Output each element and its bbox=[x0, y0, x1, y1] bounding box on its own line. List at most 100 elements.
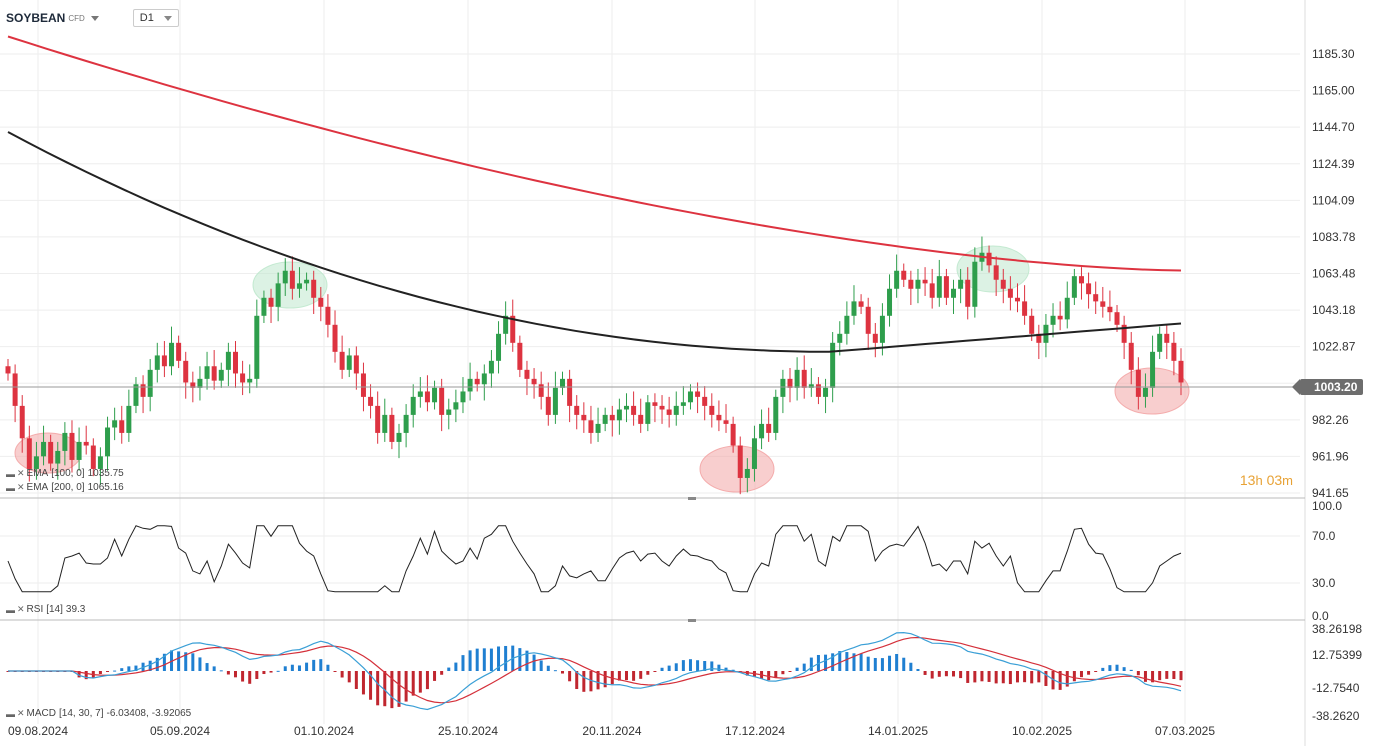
legend-params: [14, 30, 7] bbox=[59, 708, 104, 719]
macd-signal-line bbox=[8, 636, 1182, 704]
candle-body bbox=[730, 423, 736, 446]
candle-body bbox=[851, 301, 857, 316]
legend-macd[interactable]: ▬ ✕ MACD [14, 30, 7] -6.03408, -3.92065 bbox=[6, 708, 191, 719]
candle-body bbox=[76, 441, 82, 460]
candle-body bbox=[823, 387, 829, 397]
panel-resize-handle-2[interactable] bbox=[688, 619, 696, 622]
candle-body bbox=[794, 369, 800, 388]
candle-body bbox=[844, 315, 850, 334]
symbol-selector[interactable]: SOYBEAN CFD bbox=[6, 11, 99, 25]
macd-histogram-bar bbox=[987, 671, 991, 682]
macd-histogram-bar bbox=[134, 665, 138, 671]
candle-body bbox=[190, 382, 196, 388]
candle-body bbox=[254, 315, 260, 379]
macd-histogram-bar bbox=[241, 671, 245, 682]
candle-body bbox=[759, 423, 765, 439]
settings-icon[interactable]: ▬ bbox=[6, 482, 15, 493]
legend-value: 1065.16 bbox=[87, 482, 124, 493]
macd-histogram-bar bbox=[646, 671, 650, 675]
legend-params: [14] bbox=[46, 604, 63, 615]
macd-histogram-bar bbox=[952, 671, 956, 677]
price-tick-label: 1185.30 bbox=[1312, 47, 1355, 61]
timer-hours: 13 bbox=[1239, 472, 1256, 488]
macd-line bbox=[8, 631, 1182, 711]
candle-body bbox=[467, 378, 473, 392]
macd-histogram-bar bbox=[361, 671, 365, 695]
macd-histogram-bar bbox=[106, 671, 110, 672]
macd-histogram-bar bbox=[966, 671, 970, 683]
symbol-type: CFD bbox=[68, 13, 85, 23]
legend-ema100[interactable]: ▬ ✕ EMA [100, 0] 1035.75 bbox=[6, 468, 124, 479]
legend-rsi[interactable]: ▬ ✕ RSI [14] 39.3 bbox=[6, 604, 85, 615]
candle-body bbox=[801, 369, 807, 388]
candle-body bbox=[133, 384, 139, 406]
macd-histogram-bar bbox=[1087, 671, 1091, 675]
candle-body bbox=[1057, 315, 1063, 320]
macd-histogram-bar bbox=[369, 671, 373, 700]
legend-name: MACD bbox=[26, 708, 56, 719]
candle-body bbox=[986, 252, 992, 266]
macd-histogram-bar bbox=[781, 671, 785, 675]
close-icon[interactable]: ✕ bbox=[17, 604, 24, 614]
macd-histogram-bar bbox=[1108, 665, 1112, 671]
candle-body bbox=[5, 366, 11, 374]
macd-histogram-bar bbox=[852, 653, 856, 671]
macd-histogram-bar bbox=[319, 659, 323, 671]
candle-body bbox=[538, 384, 544, 397]
legend-value: 39.3 bbox=[65, 604, 86, 615]
settings-icon[interactable]: ▬ bbox=[6, 708, 15, 719]
timer-minutes-unit: m bbox=[1282, 473, 1293, 488]
macd-histogram-bar bbox=[177, 651, 181, 671]
settings-icon[interactable]: ▬ bbox=[6, 468, 15, 479]
legend-params: [200, 0] bbox=[51, 482, 85, 493]
macd-histogram-bar bbox=[383, 671, 387, 707]
macd-histogram-bar bbox=[788, 671, 792, 672]
candle-body bbox=[709, 405, 715, 415]
macd-histogram-bar bbox=[497, 646, 501, 671]
macd-histogram-bar bbox=[717, 664, 721, 671]
macd-histogram-bar bbox=[1136, 671, 1140, 676]
macd-histogram-bar bbox=[98, 671, 102, 674]
candle-body bbox=[197, 378, 203, 388]
candle-body bbox=[211, 366, 217, 381]
close-icon[interactable]: ✕ bbox=[17, 708, 24, 718]
candle-body bbox=[524, 369, 530, 379]
timeframe-selector[interactable]: D1 bbox=[132, 9, 179, 27]
candle-body bbox=[97, 456, 103, 469]
candle-body bbox=[169, 342, 175, 367]
candle-body bbox=[680, 402, 686, 406]
macd-histogram-bar bbox=[162, 653, 166, 671]
candle-body bbox=[112, 420, 118, 428]
close-icon[interactable]: ✕ bbox=[17, 482, 24, 492]
close-icon[interactable]: ✕ bbox=[17, 468, 24, 478]
macd-histogram-bar bbox=[326, 664, 330, 671]
settings-icon[interactable]: ▬ bbox=[6, 604, 15, 615]
legend-ema200[interactable]: ▬ ✕ EMA [200, 0] 1065.16 bbox=[6, 482, 124, 493]
candle-body bbox=[289, 270, 295, 289]
macd-histogram-bar bbox=[973, 671, 977, 683]
candle-body bbox=[304, 279, 310, 284]
macd-histogram-bar bbox=[1129, 669, 1133, 671]
macd-histogram-bar bbox=[532, 654, 536, 671]
legend-name: EMA bbox=[26, 468, 49, 479]
candle-body bbox=[339, 351, 345, 370]
panel-resize-handle-1[interactable] bbox=[688, 497, 696, 500]
candle-body bbox=[929, 283, 935, 298]
candle-body bbox=[389, 414, 395, 442]
candle-body bbox=[780, 378, 786, 397]
candle-body bbox=[723, 420, 729, 424]
candle-body bbox=[638, 414, 644, 424]
candle-body bbox=[48, 441, 54, 464]
macd-histogram-bar bbox=[354, 671, 358, 689]
candle-body bbox=[879, 315, 885, 343]
macd-histogram-bar bbox=[831, 653, 835, 671]
macd-histogram-bar bbox=[148, 660, 152, 671]
macd-histogram-bar bbox=[617, 671, 621, 681]
macd-histogram-bar bbox=[312, 659, 316, 671]
candle-body bbox=[901, 270, 907, 280]
candle-body bbox=[432, 387, 438, 403]
candle-body bbox=[993, 265, 999, 280]
macd-histogram-bar bbox=[575, 671, 579, 690]
candle-body bbox=[567, 378, 573, 406]
